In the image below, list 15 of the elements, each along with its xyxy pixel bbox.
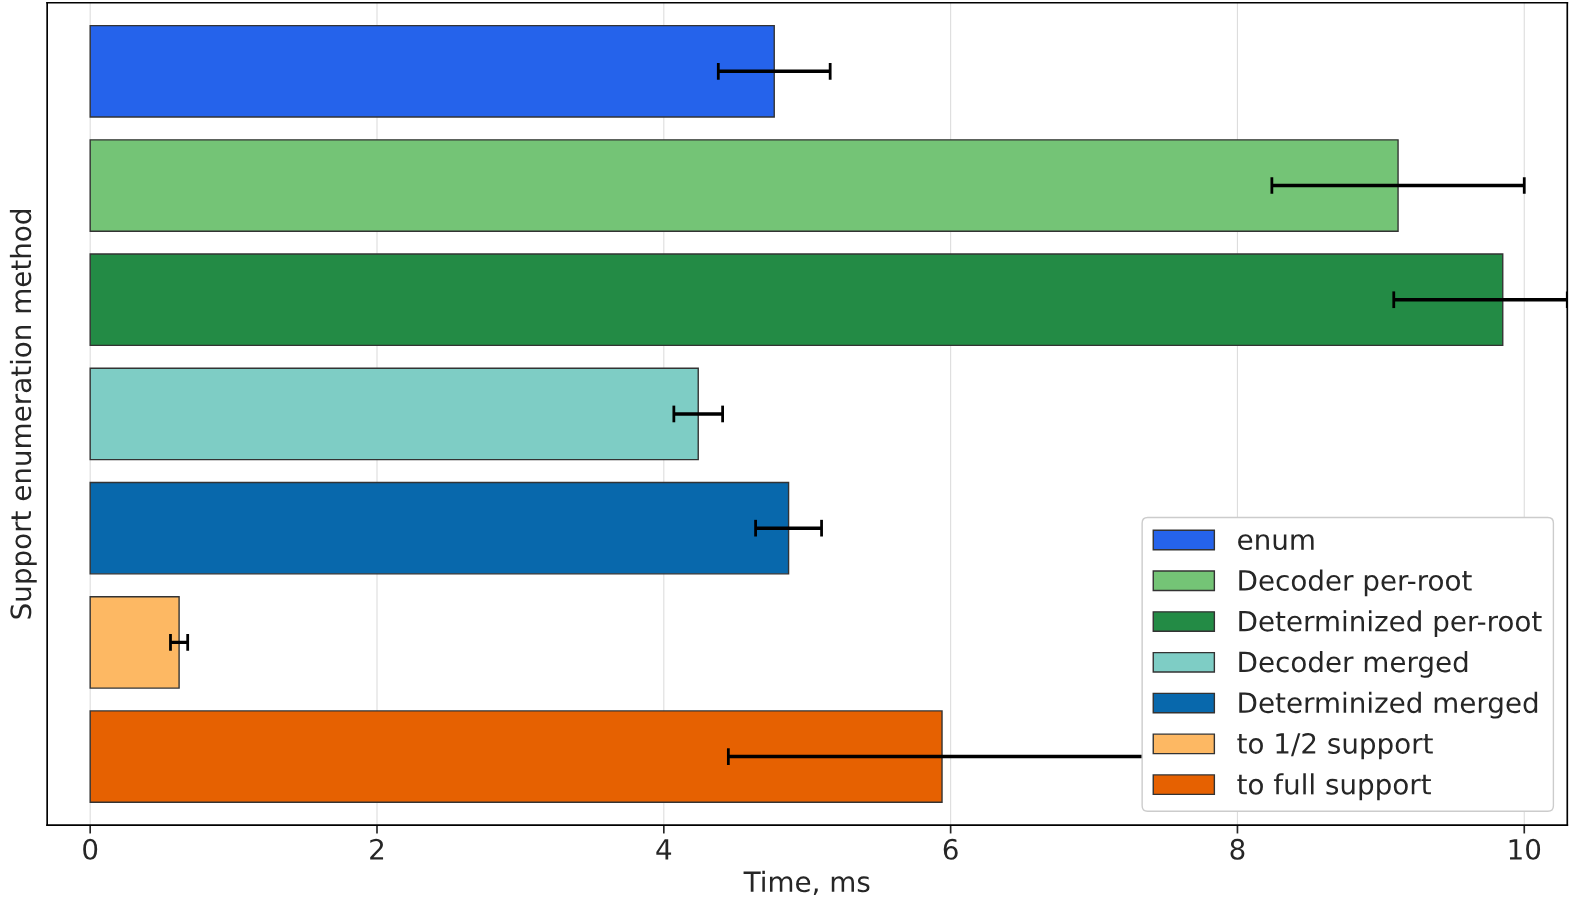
legend-label: Determinized merged <box>1239 691 1538 719</box>
x-tick-label: 4 <box>656 839 672 860</box>
x-tick-label: 10 <box>1509 838 1541 860</box>
legend-label: Determinized per-root <box>1239 610 1542 638</box>
x-axis-title: Time, ms <box>743 870 870 896</box>
x-tick-label: 0 <box>83 838 98 860</box>
legend-label: to 1/2 support <box>1237 732 1433 760</box>
x-tick-label: 6 <box>943 838 958 860</box>
x-tick-label: 8 <box>1230 838 1245 860</box>
legend-label: to full support <box>1237 773 1431 801</box>
legend-label: Decoder per-root <box>1239 569 1472 597</box>
y-axis-title: Support enumeration method <box>9 210 37 619</box>
legend-label: Decoder merged <box>1239 650 1468 678</box>
x-tick-label: 2 <box>370 838 384 860</box>
legend-label: enum <box>1238 534 1314 551</box>
